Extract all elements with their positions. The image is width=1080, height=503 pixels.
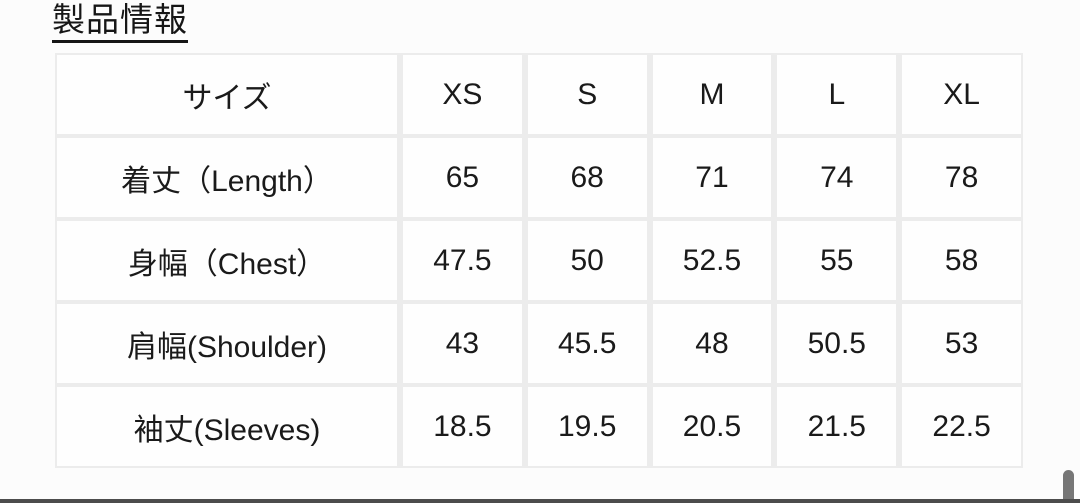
- size-table-value-cell: 50: [527, 221, 647, 300]
- size-table-value-cell: 71: [652, 138, 772, 217]
- size-table-value-cell: 20.5: [652, 387, 772, 466]
- size-table-row-label: 身幅（Chest）: [57, 221, 397, 300]
- size-table-header-cell: XS: [403, 55, 522, 134]
- size-table-row-label: 袖丈(Sleeves): [57, 387, 397, 466]
- size-table-value-cell: 53: [902, 304, 1021, 383]
- size-table-value-cell: 52.5: [652, 221, 772, 300]
- size-table-row-label: 肩幅(Shoulder): [57, 304, 397, 383]
- size-table-value-cell: 65: [403, 138, 522, 217]
- vertical-scrollbar-thumb[interactable]: [1063, 470, 1074, 499]
- size-table-value-cell: 47.5: [403, 221, 522, 300]
- size-table-value-cell: 21.5: [777, 387, 897, 466]
- size-table-row-label: 着丈（Length）: [57, 138, 397, 217]
- size-table: サイズ XS S M L XL 着丈（Length） 65 68 71 74 78 身幅（Chest） 4…: [55, 53, 1023, 468]
- size-table-value-cell: 78: [902, 138, 1021, 217]
- size-table-value-cell: 19.5: [527, 387, 647, 466]
- size-table-value-cell: 74: [777, 138, 897, 217]
- size-table-value-cell: 58: [902, 221, 1021, 300]
- size-table-header-label: サイズ: [57, 55, 397, 134]
- size-table-value-cell: 68: [527, 138, 647, 217]
- size-table-value-cell: 45.5: [527, 304, 647, 383]
- size-table-value-cell: 43: [403, 304, 522, 383]
- size-table-header-cell: XL: [902, 55, 1021, 134]
- size-table-header-cell: S: [527, 55, 647, 134]
- size-table-value-cell: 18.5: [403, 387, 522, 466]
- page-title: 製品情報: [52, 1, 188, 44]
- size-table-header-cell: L: [777, 55, 897, 134]
- size-table-value-cell: 55: [777, 221, 897, 300]
- size-table-header-cell: M: [652, 55, 772, 134]
- size-table-value-cell: 48: [652, 304, 772, 383]
- bottom-edge-bar: [0, 499, 1080, 503]
- size-table-value-cell: 22.5: [902, 387, 1021, 466]
- size-table-value-cell: 50.5: [777, 304, 897, 383]
